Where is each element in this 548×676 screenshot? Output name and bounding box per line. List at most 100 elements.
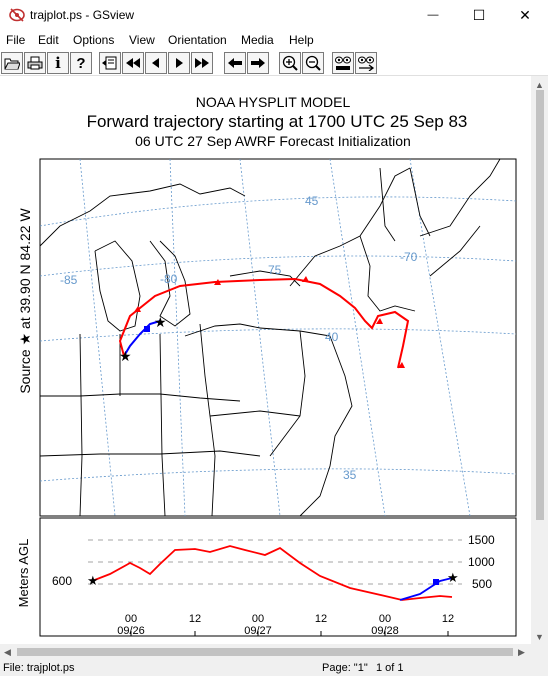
text-find-next-button[interactable] — [355, 52, 377, 74]
next-page-icon — [176, 58, 183, 68]
trajectory-plot: NOAA HYSPLIT MODEL Forward trajectory st… — [16, 94, 517, 637]
status-bar: File: trajplot.ps Page: "1" 1 of 1 — [0, 661, 548, 676]
blue-trajectory-marker — [144, 326, 150, 332]
maximize-icon: ☐ — [472, 6, 486, 23]
help-icon: ? — [76, 54, 86, 72]
map-boundaries — [39, 158, 501, 517]
menu-options[interactable]: Options — [73, 33, 115, 47]
minimize-icon: — — [427, 9, 439, 21]
last-page-icon — [195, 58, 209, 68]
blue-height-profile — [399, 577, 453, 601]
time-tick-label: 00 — [379, 613, 391, 625]
grid-label-lon-70: -70 — [400, 250, 418, 264]
previous-page-icon — [152, 58, 159, 68]
height-gridlines — [88, 539, 462, 585]
text-find-button[interactable] — [332, 52, 354, 74]
plot-header-trajectory: Forward trajectory starting at 1700 UTC … — [87, 112, 468, 131]
first-page-button[interactable] — [122, 52, 144, 74]
info-icon: i — [55, 54, 61, 72]
vertical-scroll-thumb[interactable] — [536, 90, 544, 520]
height-panel: Meters AGL 1500 1000 500 600 ★ ★ — [16, 517, 517, 637]
date-label: 09/26 — [117, 625, 145, 637]
menu-media[interactable]: Media — [241, 33, 274, 47]
scroll-left-arrow-icon[interactable]: ◀ — [4, 647, 11, 657]
time-tick-label: 00 — [125, 613, 137, 625]
status-page: Page: "1" — [322, 662, 368, 674]
blue-height-marker — [433, 579, 439, 585]
height-start-star-icon: ★ — [87, 573, 99, 588]
previous-page-button[interactable] — [145, 52, 167, 74]
source-star-icon: ★ — [119, 348, 132, 364]
close-button[interactable]: ✕ — [502, 0, 548, 30]
forward-button[interactable] — [247, 52, 269, 74]
height-tick-1500: 1500 — [468, 533, 495, 547]
height-tick-500: 500 — [472, 577, 492, 591]
blue-trajectory — [123, 320, 161, 357]
menu-edit[interactable]: Edit — [38, 33, 59, 47]
zoom-in-button[interactable] — [279, 52, 301, 74]
open-icon — [4, 58, 20, 70]
window-title: trajplot.ps - GSview — [30, 8, 135, 22]
red-trajectory — [118, 277, 410, 369]
close-icon: ✕ — [519, 6, 531, 23]
zoom-in-icon — [282, 55, 298, 71]
menu-bar: File Edit Options View Orientation Media… — [0, 30, 548, 50]
toolbar: i ? — [0, 50, 548, 76]
print-button[interactable] — [24, 52, 46, 74]
map-panel: 45 -70 75 -80 -85 40 35 ★ ★ — [39, 158, 517, 517]
zoom-out-icon — [305, 55, 321, 71]
grid-label-lat-40: 40 — [325, 330, 339, 344]
grid-label-lat-35: 35 — [343, 468, 357, 482]
back-button[interactable] — [224, 52, 246, 74]
maximize-button[interactable]: ☐ — [456, 0, 502, 30]
date-label: 09/27 — [244, 625, 272, 637]
forward-icon — [251, 58, 265, 68]
time-tick-label: 12 — [315, 613, 327, 625]
grid-label-lon-85: -85 — [60, 273, 78, 287]
height-end-star-icon: ★ — [447, 570, 459, 585]
horizontal-scroll-thumb[interactable] — [17, 648, 513, 656]
goto-page-icon — [102, 56, 117, 70]
time-tick-label: 00 — [252, 613, 264, 625]
last-page-button[interactable] — [191, 52, 213, 74]
menu-file[interactable]: File — [6, 33, 26, 47]
time-ticks — [130, 631, 449, 636]
text-find-icon — [335, 56, 351, 70]
info-button[interactable]: i — [47, 52, 69, 74]
red-trajectory-markers — [134, 276, 405, 368]
height-tick-1000: 1000 — [468, 555, 495, 569]
plot-header-forecast: 06 UTC 27 Sep AWRF Forecast Initializati… — [135, 133, 411, 149]
grid-label-lat-45: 45 — [305, 194, 319, 208]
status-file: File: trajplot.ps — [3, 662, 75, 674]
red-height-profile — [91, 545, 453, 601]
minimize-button[interactable]: — — [410, 0, 456, 30]
print-icon — [27, 56, 43, 70]
document-viewport[interactable]: NOAA HYSPLIT MODEL Forward trajectory st… — [0, 76, 548, 644]
text-find-next-icon — [358, 56, 375, 71]
menu-view[interactable]: View — [129, 33, 155, 47]
scroll-right-arrow-icon[interactable]: ▶ — [518, 647, 525, 657]
next-page-button[interactable] — [168, 52, 190, 74]
open-button[interactable] — [1, 52, 23, 74]
plot-header-model: NOAA HYSPLIT MODEL — [196, 94, 351, 110]
goto-page-button[interactable] — [99, 52, 121, 74]
date-label: 09/28 — [371, 625, 399, 637]
title-bar: trajplot.ps - GSview — ☐ ✕ — [0, 0, 548, 30]
grid-label-lon-80: -80 — [160, 272, 178, 286]
height-axis-label: Meters AGL — [16, 539, 31, 608]
back-icon — [228, 58, 242, 68]
gsview-app-icon[interactable] — [8, 7, 26, 23]
grid-label-lat-75: 75 — [268, 263, 282, 277]
scroll-down-arrow-icon[interactable]: ▼ — [535, 632, 544, 642]
time-tick-label: 12 — [189, 613, 201, 625]
zoom-out-button[interactable] — [302, 52, 324, 74]
first-page-icon — [126, 58, 140, 68]
scroll-up-arrow-icon[interactable]: ▲ — [535, 80, 544, 90]
help-button[interactable]: ? — [70, 52, 92, 74]
start-height-label: 600 — [52, 574, 72, 588]
time-tick-label: 12 — [442, 613, 454, 625]
end-star-icon: ★ — [154, 314, 167, 330]
menu-help[interactable]: Help — [289, 33, 314, 47]
menu-orientation[interactable]: Orientation — [168, 33, 227, 47]
status-page-count: 1 of 1 — [376, 662, 404, 674]
